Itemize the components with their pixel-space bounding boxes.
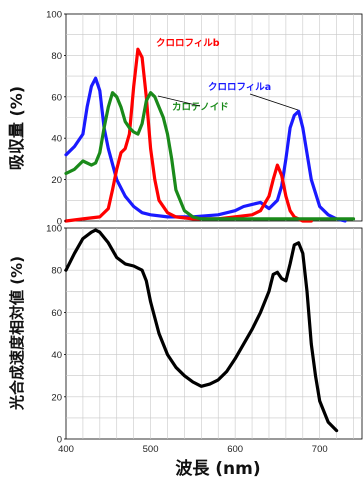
- x-tick-label: 400: [58, 444, 74, 455]
- photosynthesis-y-tick-label: 40: [51, 350, 62, 361]
- absorption-series-line: [64, 91, 356, 221]
- photosynthesis-series-line: [64, 228, 339, 433]
- photosynthesis-y-tick-label: 80: [51, 266, 62, 277]
- x-axis-title: 波長 (nm): [175, 458, 260, 479]
- series-label-0: クロロフィルa: [208, 82, 271, 93]
- absorption-chart: 0 20 40 60 80 100 クロロフィルa クロロフィルb カロテノイド 吸収量 (%…: [7, 10, 363, 228]
- absorption-y-tick-label: 60: [51, 92, 62, 103]
- series-label-leader-2: [157, 95, 201, 107]
- x-tick-label: 700: [312, 444, 328, 455]
- absorption-series-line: [64, 76, 347, 223]
- absorption-y-tick-label: 0: [57, 217, 62, 228]
- absorption-series-line: [64, 47, 313, 223]
- absorption-y-tick-label: 80: [51, 51, 62, 62]
- photosynthesis-y-tick-label: 60: [51, 308, 62, 319]
- photosynthesis-y-axis-title: 光合成速度相対値 (%): [8, 256, 26, 411]
- series-label-2: カロテノイド: [172, 102, 229, 113]
- x-tick-label: 500: [143, 444, 159, 455]
- absorption-y-tick-label: 40: [51, 134, 62, 145]
- series-label-leader-0: [249, 93, 299, 111]
- absorption-y-tick-label: 100: [46, 10, 62, 21]
- photosynthesis-chart: 0 20 40 60 80 100 400 500 600 700 光合成速度相対値 (%) 波長…: [8, 224, 363, 479]
- photosynthesis-y-tick-label: 20: [51, 392, 62, 403]
- absorption-y-axis-title: 吸収量 (%): [7, 86, 26, 170]
- photosynthesis-y-tick-label: 0: [57, 435, 62, 446]
- absorption-y-tick-label: 20: [51, 175, 62, 186]
- x-tick-label: 600: [227, 444, 243, 455]
- photosynthesis-y-tick-label: 100: [46, 224, 62, 235]
- series-label-1: クロロフィルb: [156, 38, 220, 49]
